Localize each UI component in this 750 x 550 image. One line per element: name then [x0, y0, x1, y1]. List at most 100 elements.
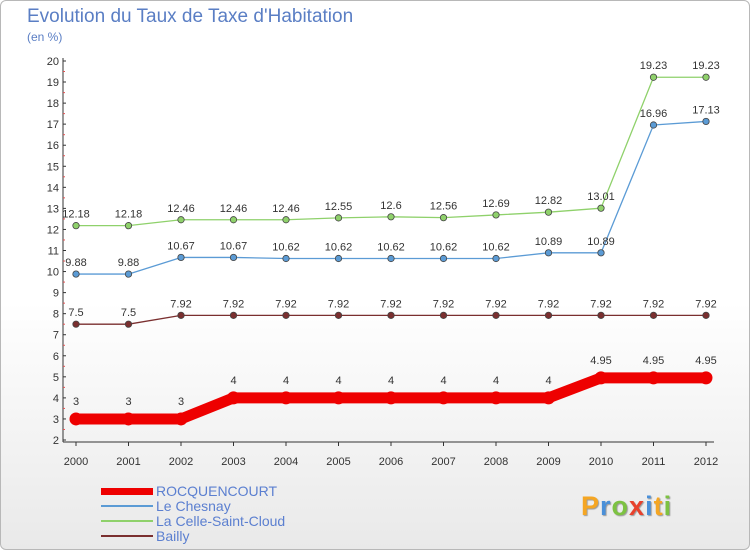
x-tick-label: 2007	[431, 456, 455, 468]
data-label: 4	[388, 375, 394, 387]
data-point	[384, 391, 398, 405]
data-label: 17.13	[692, 104, 720, 116]
proxiti-logo: Proxiti	[581, 491, 672, 522]
legend-swatch	[101, 520, 153, 522]
data-point	[177, 311, 185, 319]
data-label: 7.92	[275, 298, 296, 310]
legend-swatch	[101, 487, 153, 495]
y-tick-label: 12	[47, 224, 59, 236]
logo-letter: r	[600, 491, 612, 521]
data-label: 10.89	[587, 236, 615, 248]
data-point	[279, 391, 293, 405]
x-tick-label: 2012	[694, 456, 718, 468]
y-tick-label: 19	[47, 77, 59, 89]
data-label: 19.23	[692, 60, 720, 72]
data-point	[544, 249, 553, 257]
data-label: 12.82	[535, 195, 563, 207]
x-tick-label: 2005	[326, 456, 350, 468]
y-tick-label: 18	[47, 98, 59, 110]
y-tick-label: 17	[47, 119, 59, 131]
y-tick-label: 9	[53, 288, 59, 300]
x-tick-label: 2000	[64, 456, 88, 468]
data-point	[647, 371, 660, 385]
data-label: 19.23	[640, 60, 668, 72]
data-label: 10.67	[167, 240, 195, 252]
x-tick-label: 2006	[379, 456, 403, 468]
data-label: 4	[283, 375, 289, 387]
data-label: 7.92	[695, 298, 716, 310]
data-label: 10.62	[377, 242, 405, 254]
data-label: 3	[73, 396, 79, 408]
data-label: 13.01	[587, 191, 615, 203]
data-label: 10.62	[272, 242, 300, 254]
y-tick-label: 4	[53, 393, 59, 405]
data-point	[177, 216, 185, 224]
legend-label: Le Chesnay	[156, 498, 231, 514]
data-point	[229, 253, 238, 262]
data-point	[174, 412, 188, 426]
data-label: 4	[545, 375, 551, 387]
y-tick-label: 10	[47, 267, 59, 279]
chart-subtitle: (en %)	[27, 30, 63, 44]
series-bailly: 7.5 7.5 7.92 7.92 7.92 7.92 7.92 7.92 7.92 7.92 7.…	[68, 298, 717, 328]
data-point	[597, 249, 605, 257]
data-point	[702, 117, 710, 126]
data-point	[544, 208, 553, 216]
series-la-celle-saint-cloud: 12.18 12.18 12.46 12.46 12.46 12.55 12.6 12.56 1…	[62, 60, 720, 230]
data-point	[649, 121, 658, 129]
data-point	[439, 254, 448, 263]
data-point	[649, 73, 658, 81]
data-point	[489, 391, 503, 405]
x-tick-label: 2009	[536, 456, 560, 468]
y-tick-label: 14	[47, 182, 59, 194]
data-label: 10.89	[535, 236, 563, 248]
data-label: 7.92	[170, 298, 191, 310]
data-point	[387, 254, 395, 263]
data-point	[122, 412, 135, 426]
data-label: 12.18	[62, 209, 90, 221]
x-tick-label: 2003	[221, 456, 245, 468]
logo-letter: i	[645, 491, 654, 521]
data-point	[544, 311, 553, 319]
data-label: 7.92	[328, 298, 349, 310]
data-label: 7.92	[223, 298, 244, 310]
data-label: 4.95	[643, 355, 664, 367]
data-point	[492, 311, 500, 319]
y-tick-label: 8	[53, 309, 59, 321]
data-label: 7.5	[68, 307, 83, 319]
data-label: 12.46	[220, 203, 248, 215]
data-point	[282, 311, 290, 319]
logo-letter: x	[629, 491, 646, 521]
data-label: 7.92	[485, 298, 506, 310]
data-point	[177, 253, 185, 262]
data-point	[597, 311, 605, 319]
data-label: 9.88	[65, 257, 86, 269]
x-tick-label: 2011	[642, 456, 666, 468]
y-tick-label: 3	[53, 414, 59, 426]
legend-swatch	[101, 505, 153, 507]
y-tick-label: 15	[47, 161, 59, 173]
data-label: 7.92	[590, 298, 611, 310]
data-label: 10.62	[482, 242, 510, 254]
data-label: 4.95	[695, 355, 716, 367]
data-point	[542, 391, 555, 405]
y-tick-label: 7	[53, 330, 59, 342]
data-label: 4	[335, 375, 341, 387]
data-label: 7.92	[643, 298, 664, 310]
data-label: 12.46	[167, 203, 195, 215]
data-point	[332, 391, 345, 405]
data-point	[699, 371, 713, 385]
legend-label: La Celle-Saint-Cloud	[156, 513, 286, 529]
data-point	[124, 320, 133, 328]
data-point	[334, 311, 343, 319]
data-label: 12.69	[482, 198, 510, 210]
x-tick-label: 2010	[589, 456, 613, 468]
data-point	[702, 311, 710, 319]
series-le-chesnay: 9.88 9.88 10.67 10.67 10.62 10.62 10.62 10.62 10…	[65, 104, 720, 278]
data-point	[282, 254, 290, 263]
data-point	[124, 222, 133, 230]
data-label: 9.88	[118, 257, 139, 269]
data-point	[72, 222, 80, 230]
data-label: 10.62	[430, 242, 458, 254]
